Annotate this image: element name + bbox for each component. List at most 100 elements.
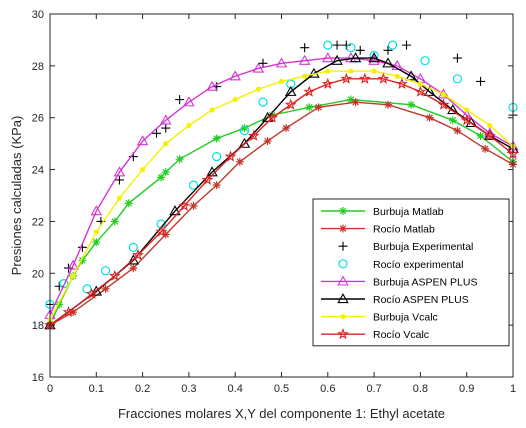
y-tick-label: 20: [32, 268, 44, 280]
data-point: [346, 43, 356, 53]
data-point: [369, 50, 379, 61]
data-point: [178, 199, 191, 211]
legend-box: [312, 198, 510, 347]
x-tick-label: 0: [47, 383, 53, 395]
data-point: [93, 229, 99, 235]
x-tick-label: 0.9: [459, 383, 474, 395]
data-point: [351, 98, 360, 107]
x-tick-label: 0.6: [320, 383, 335, 395]
data-point: [452, 74, 463, 84]
data-point: [285, 85, 297, 96]
data-point: [128, 242, 138, 252]
data-point: [423, 85, 436, 96]
data-point: [303, 85, 316, 97]
data-point: [484, 129, 496, 141]
data-point: [258, 97, 268, 107]
data-point: [258, 58, 268, 68]
data-point: [235, 157, 244, 166]
data-point: [275, 57, 288, 68]
data-point: [161, 123, 171, 133]
data-point: [238, 137, 251, 148]
series-2: [46, 98, 517, 330]
data-point: [346, 95, 355, 104]
legend: Burbuja Matlab Rocío Matlab Burbuja Experi…: [312, 198, 510, 347]
data-point: [437, 98, 450, 110]
data-point: [268, 111, 277, 120]
data-point: [391, 59, 403, 71]
data-point: [383, 100, 392, 109]
data-point: [255, 86, 261, 92]
data-point: [90, 205, 103, 216]
data-point: [127, 254, 140, 265]
data-point: [62, 305, 75, 318]
y-tick-label: 30: [32, 9, 44, 21]
data-point: [108, 269, 121, 281]
data-point: [206, 80, 218, 91]
data-point: [136, 135, 149, 146]
data-point: [100, 266, 111, 276]
data-point: [440, 91, 447, 97]
x-tick-label: 0.2: [135, 383, 150, 395]
legend-entry: Rocío Vcalc: [321, 327, 429, 341]
data-point: [484, 127, 496, 138]
legend-label: Rocío Matlab: [373, 224, 435, 236]
data-point: [407, 100, 416, 109]
data-point: [160, 114, 172, 125]
y-tick-label: 24: [32, 165, 44, 177]
data-point: [348, 68, 354, 74]
series-7: [47, 68, 516, 323]
data-point: [247, 129, 260, 141]
data-point: [201, 173, 214, 185]
data-point: [321, 77, 334, 90]
data-point: [371, 68, 377, 74]
data-point: [110, 217, 119, 226]
data-point: [183, 96, 195, 107]
legend-entry: Burbuja ASPEN PLUS: [321, 275, 477, 288]
data-point: [55, 300, 64, 309]
x-axis-label: Fracciones molares X,Y del componente 1:…: [118, 406, 445, 421]
data-point: [263, 137, 272, 146]
data-point: [323, 40, 333, 50]
y-tick-label: 16: [32, 372, 44, 384]
data-point: [186, 122, 192, 129]
data-point: [212, 181, 221, 190]
legend-label: Rocío experimental: [373, 259, 463, 271]
data-point: [452, 53, 462, 63]
data-point: [464, 107, 470, 113]
data-point: [209, 107, 215, 113]
data-point: [425, 113, 434, 122]
legend-marker: [339, 224, 347, 233]
data-point: [300, 43, 310, 53]
data-point: [331, 54, 343, 65]
data-point: [82, 284, 92, 294]
data-point: [188, 180, 199, 190]
data-point: [476, 131, 485, 140]
legend-label: Rocío ASPEN PLUS: [373, 294, 469, 306]
x-tick-label: 0.3: [181, 383, 196, 395]
x-tick-label: 0.5: [274, 383, 289, 395]
data-point: [169, 205, 181, 216]
data-point: [161, 230, 170, 239]
data-point: [487, 122, 493, 129]
data-point: [420, 56, 430, 66]
axis-ticks: 0 0.1 0.2 0.3 0.4 0.5 0.6 0.7 0.8 0.9 1 16 18 20 22 24 2…: [32, 9, 516, 395]
data-point: [340, 72, 353, 84]
data-point: [155, 225, 168, 237]
data-point: [388, 40, 398, 50]
data-point: [481, 144, 490, 153]
series-8: [44, 72, 519, 331]
legend-label: Burbuja Vcalc: [373, 312, 438, 324]
data-point: [332, 40, 342, 50]
data-point: [114, 175, 124, 185]
x-tick-label: 0.1: [89, 383, 104, 395]
series-line: [49, 57, 514, 316]
data-point: [175, 155, 184, 164]
data-point: [349, 52, 362, 63]
data-point: [448, 116, 457, 125]
data-point: [325, 68, 331, 74]
data-point: [414, 85, 427, 97]
data-point: [151, 128, 161, 138]
data-point: [90, 285, 103, 296]
legend-label: Rocío Vcalc: [373, 329, 429, 341]
